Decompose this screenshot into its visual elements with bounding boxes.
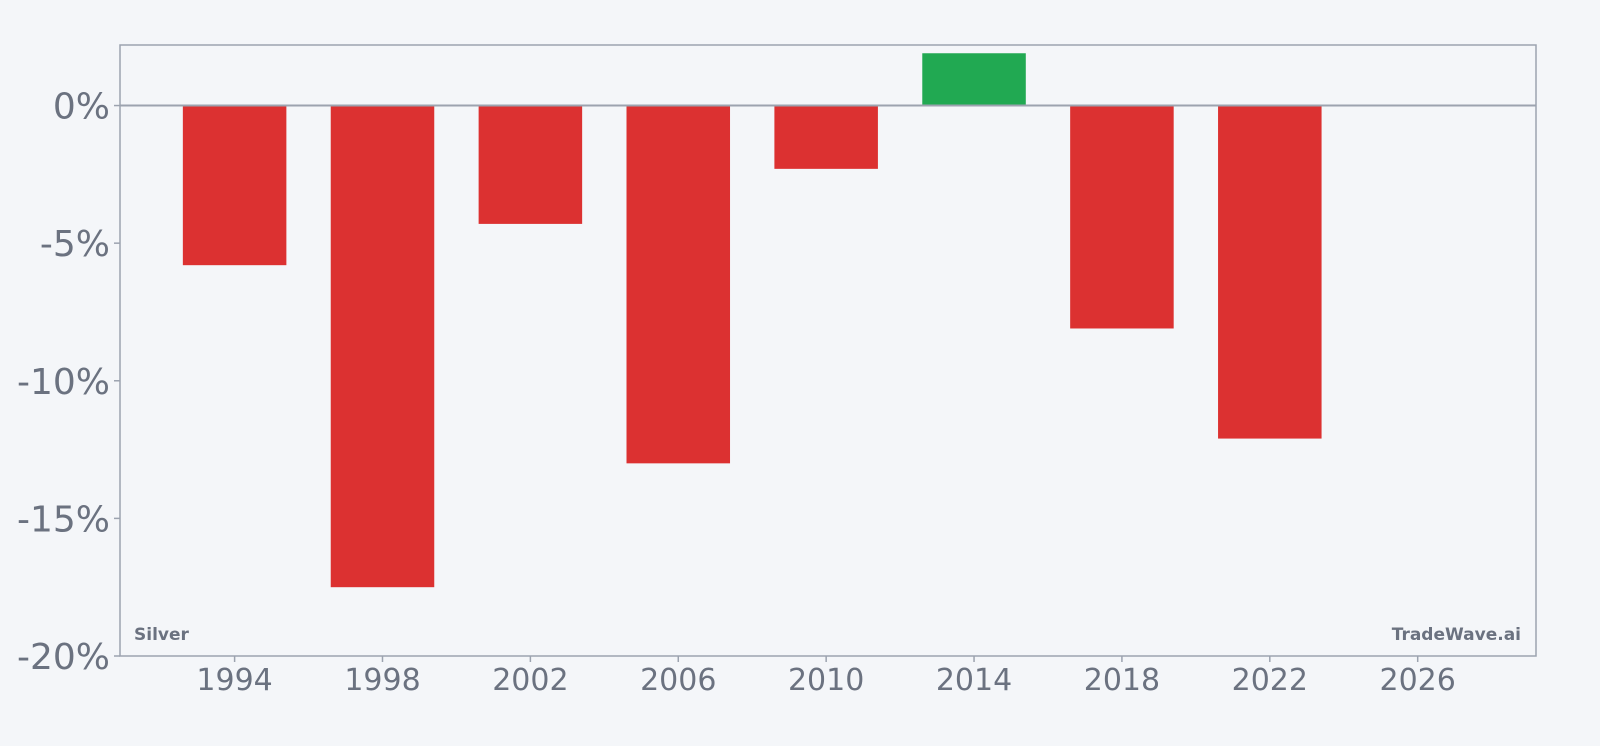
- asset-label: Silver: [134, 625, 190, 645]
- bar-1994: [182, 105, 287, 266]
- bars-group: [182, 53, 1322, 588]
- x-tick-label: 2022: [1232, 663, 1308, 698]
- x-tick-label: 2002: [492, 663, 568, 698]
- bar-2022: [1218, 105, 1322, 439]
- brand-label: TradeWave.ai: [1392, 625, 1521, 645]
- plot-frame: [119, 44, 1537, 657]
- y-tick-label: -10%: [17, 362, 110, 403]
- y-tick-label: 0%: [53, 87, 110, 128]
- x-tick-label: 1998: [344, 663, 420, 698]
- x-axis: 1994 1998 2002 2006 2010 2014 2018 2022 2026: [196, 656, 1456, 698]
- bar-2006: [626, 105, 731, 464]
- y-tick-label: -20%: [17, 637, 110, 678]
- x-tick-label: 2010: [788, 663, 864, 698]
- bar-2002: [478, 105, 583, 224]
- x-tick-label: 2026: [1380, 663, 1456, 698]
- y-axis: 0% -5% -10% -15% -20%: [17, 87, 120, 678]
- x-tick-label: 2018: [1084, 663, 1160, 698]
- bar-2018: [1070, 105, 1174, 329]
- y-tick-label: -15%: [17, 499, 110, 540]
- x-tick-label: 2014: [936, 663, 1012, 698]
- x-tick-label: 1994: [196, 663, 272, 698]
- bar-2014: [922, 53, 1026, 106]
- x-tick-label: 2006: [640, 663, 716, 698]
- y-tick-label: -5%: [40, 224, 110, 265]
- bar-2010: [774, 105, 878, 169]
- bar-1998: [330, 105, 435, 588]
